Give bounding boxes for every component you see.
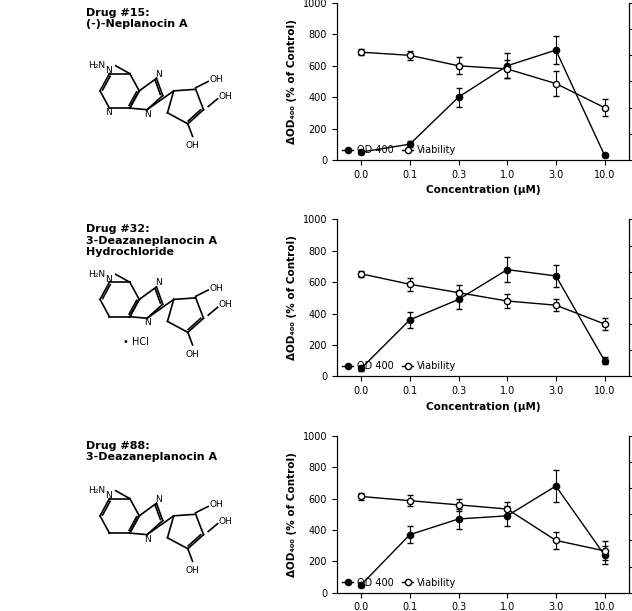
- Text: OH: OH: [219, 517, 232, 526]
- Text: OH: OH: [209, 75, 222, 84]
- Text: N: N: [155, 70, 162, 79]
- Text: • HCl: • HCl: [123, 337, 149, 347]
- Legend: OD 400, Viability: OD 400, Viability: [342, 145, 456, 155]
- Text: Drug #32:
3-Deazaneplanocin A
Hydrochloride: Drug #32: 3-Deazaneplanocin A Hydrochlor…: [86, 224, 217, 257]
- Y-axis label: ΔOD₄₀₀ (% of Control): ΔOD₄₀₀ (% of Control): [287, 452, 297, 577]
- Text: N: N: [106, 274, 112, 284]
- Text: N: N: [106, 491, 112, 500]
- Y-axis label: ΔOD₄₀₀ (% of Control): ΔOD₄₀₀ (% of Control): [287, 19, 297, 144]
- Text: N: N: [155, 279, 162, 287]
- Legend: OD 400, Viability: OD 400, Viability: [342, 362, 456, 371]
- Y-axis label: ΔOD₄₀₀ (% of Control): ΔOD₄₀₀ (% of Control): [287, 235, 297, 360]
- Text: N: N: [143, 318, 150, 327]
- Text: OH: OH: [186, 349, 200, 359]
- X-axis label: Concentration (μM): Concentration (μM): [425, 401, 540, 412]
- Text: N: N: [143, 110, 150, 119]
- Text: H₂N: H₂N: [88, 61, 106, 70]
- Text: Drug #88:
3-Deazaneplanocin A: Drug #88: 3-Deazaneplanocin A: [86, 441, 217, 462]
- X-axis label: Concentration (μM): Concentration (μM): [425, 185, 540, 195]
- Text: N: N: [106, 66, 112, 75]
- Text: N: N: [106, 108, 112, 117]
- Text: OH: OH: [219, 301, 232, 309]
- Text: OH: OH: [209, 284, 222, 293]
- Text: N: N: [143, 535, 150, 544]
- Text: OH: OH: [219, 92, 232, 101]
- Text: OH: OH: [186, 566, 200, 575]
- Text: H₂N: H₂N: [88, 270, 106, 279]
- Text: OH: OH: [209, 500, 222, 510]
- Text: Drug #15:
(-)-Neplanocin A: Drug #15: (-)-Neplanocin A: [86, 8, 188, 29]
- Text: N: N: [155, 495, 162, 504]
- Text: H₂N: H₂N: [88, 486, 106, 496]
- Text: OH: OH: [186, 141, 200, 150]
- Legend: OD 400, Viability: OD 400, Viability: [342, 578, 456, 588]
